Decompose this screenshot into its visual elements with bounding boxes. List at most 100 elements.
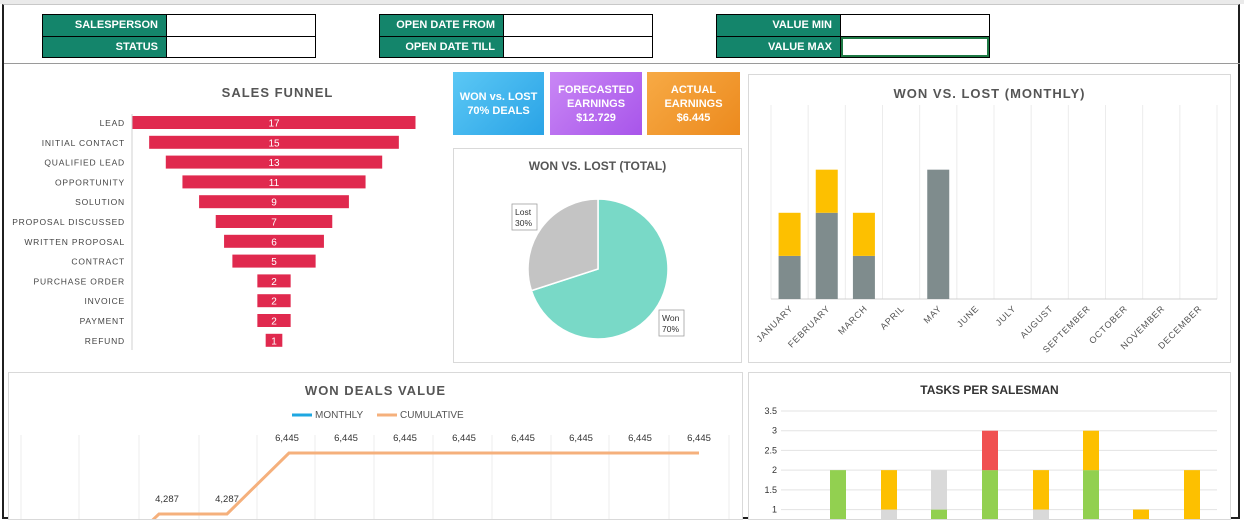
funnel-bar xyxy=(199,195,349,209)
monthly-category-label: JUNE xyxy=(955,303,981,329)
monthly-bar-segment xyxy=(815,169,838,213)
monthly-category-label: JANUARY xyxy=(754,303,795,344)
monthly-bar-segment xyxy=(852,255,875,299)
value-data-label: 6,445 xyxy=(334,433,358,444)
pie-label-name: Lost xyxy=(515,207,532,217)
funnel-bar-value: 17 xyxy=(268,119,280,130)
tasks-ytick-label: 1.5 xyxy=(764,485,777,495)
monthly-category-label: APRIL xyxy=(878,303,906,331)
forecasted-card-line2: EARNINGS xyxy=(566,97,626,110)
won-lost-monthly-panel: WON VS. LOST (MONTHLY) JANUARY FEBRUARY MA… xyxy=(748,74,1231,363)
won-lost-card-line1: WON vs. LOST xyxy=(459,90,538,103)
cumulative-line xyxy=(151,451,699,519)
filter-separator xyxy=(4,63,1240,64)
value-data-label: 4,287 xyxy=(155,494,179,505)
actual-card-line2: EARNINGS xyxy=(664,97,723,110)
funnel-category-label: PURCHASE ORDER xyxy=(34,276,126,286)
value-data-label: 4,287 xyxy=(215,494,239,505)
tasks-bar-segment xyxy=(1184,470,1200,519)
monthly-bar-segment xyxy=(852,212,875,256)
tasks-bar-segment xyxy=(931,509,947,519)
tasks-ytick-label: 3.5 xyxy=(764,406,777,416)
funnel-bar xyxy=(182,175,366,189)
filter-group-dates: OPEN DATE FROM OPEN DATE TILL xyxy=(379,14,653,58)
funnel-bar xyxy=(257,294,291,308)
tasks-bar-segment xyxy=(1083,430,1099,471)
pie-slice xyxy=(530,198,669,340)
won-lost-card[interactable]: WON vs. LOST 70% DEALS xyxy=(453,72,544,135)
tasks-per-salesman-title: TASKS PER SALESMAN xyxy=(920,383,1059,397)
funnel-bar-value: 2 xyxy=(271,277,277,288)
funnel-bar-value: 9 xyxy=(271,198,277,209)
funnel-bar xyxy=(165,155,383,169)
open-date-from-input[interactable] xyxy=(504,15,652,36)
filter-group-salesperson: SALESPERSON STATUS xyxy=(42,14,316,58)
value-min-input[interactable] xyxy=(841,15,989,36)
funnel-category-label: CONTRACT xyxy=(71,257,125,267)
sales-funnel-title: SALES FUNNEL xyxy=(221,85,334,100)
funnel-bar-value: 5 xyxy=(271,257,277,268)
pie-label-box xyxy=(511,203,538,231)
value-data-label: 6,445 xyxy=(511,433,535,444)
funnel-bar-value: 11 xyxy=(269,178,280,189)
open-date-till-input[interactable] xyxy=(504,36,652,57)
funnel-bar-value: 6 xyxy=(271,237,277,248)
value-data-label: 6,445 xyxy=(393,433,417,444)
tasks-ytick-label: 2 xyxy=(772,465,777,475)
forecasted-earnings-card[interactable]: FORECASTED EARNINGS $12.729 xyxy=(550,72,642,135)
open-date-from-label: OPEN DATE FROM xyxy=(380,15,504,36)
tasks-per-salesman-chart: 3.532.521.510.5 xyxy=(764,406,1217,519)
value-data-label: 6,445 xyxy=(275,433,299,444)
value-data-label: 6,445 xyxy=(569,433,593,444)
tasks-per-salesman-panel: TASKS PER SALESMAN 3.532.521.510.5 xyxy=(748,372,1231,520)
funnel-bar-value: 13 xyxy=(268,158,280,169)
won-lost-monthly-title: WON VS. LOST (MONTHLY) xyxy=(893,86,1086,101)
tasks-bar-segment xyxy=(931,470,947,510)
funnel-bar xyxy=(257,314,291,327)
tasks-bar-segment xyxy=(982,430,998,471)
funnel-category-label: PAYMENT xyxy=(80,316,125,326)
tasks-bar-segment xyxy=(881,470,897,510)
forecasted-card-value: $12.729 xyxy=(576,111,616,124)
funnel-category-label: INITIAL CONTACT xyxy=(42,138,125,148)
status-input[interactable] xyxy=(167,36,315,57)
salesperson-input[interactable] xyxy=(167,15,315,36)
funnel-category-label: LEAD xyxy=(100,118,125,128)
monthly-category-label: JULY xyxy=(994,303,1018,327)
monthly-bar-segment xyxy=(778,255,801,299)
monthly-bar-segment xyxy=(927,169,950,299)
actual-earnings-card[interactable]: ACTUAL EARNINGS $6.445 xyxy=(647,72,740,135)
tasks-bar-segment xyxy=(830,470,846,519)
top-border xyxy=(0,0,1244,4)
funnel-bar-value: 15 xyxy=(268,138,280,149)
tasks-bar-segment xyxy=(1083,470,1099,519)
funnel-category-label: OPPORTUNITY xyxy=(55,177,125,187)
value-data-label: 6,445 xyxy=(687,433,711,444)
monthly-bar-segment xyxy=(778,212,801,256)
funnel-bar-value: 1 xyxy=(271,336,277,347)
value-max-input[interactable] xyxy=(841,36,989,57)
funnel-category-label: SOLUTION xyxy=(75,197,125,207)
value-data-label: 6,445 xyxy=(628,433,652,444)
value-min-label: VALUE MIN xyxy=(717,15,841,36)
funnel-category-label: REFUND xyxy=(85,336,125,346)
value-data-label: 6,445 xyxy=(452,433,476,444)
won-lost-total-title: WON VS. LOST (TOTAL) xyxy=(528,159,667,173)
funnel-bar xyxy=(265,333,283,347)
filter-group-value: VALUE MIN VALUE MAX xyxy=(716,14,990,58)
status-label: STATUS xyxy=(43,36,167,57)
tasks-ytick-label: 2.5 xyxy=(764,445,777,455)
tasks-bar-segment xyxy=(1133,509,1149,519)
won-deals-value-chart: MONTHLY CUMULATIVE 4,287 4,287 6,445 6,445 6,4… xyxy=(20,410,730,519)
actual-card-line1: ACTUAL xyxy=(670,83,717,96)
tasks-bar-segment xyxy=(881,509,897,519)
won-lost-total-panel: WON VS. LOST (TOTAL) Won 70% Lost 30% xyxy=(453,148,742,363)
tasks-ytick-label: 3 xyxy=(772,426,777,436)
funnel-bar xyxy=(232,254,316,268)
monthly-category-label: AUGUST xyxy=(1018,303,1055,340)
open-date-till-label: OPEN DATE TILL xyxy=(380,36,504,57)
funnel-bar-value: 2 xyxy=(271,317,277,328)
tasks-ytick-label: 1 xyxy=(772,505,777,515)
funnel-category-label: QUALIFIED LEAD xyxy=(44,158,125,168)
